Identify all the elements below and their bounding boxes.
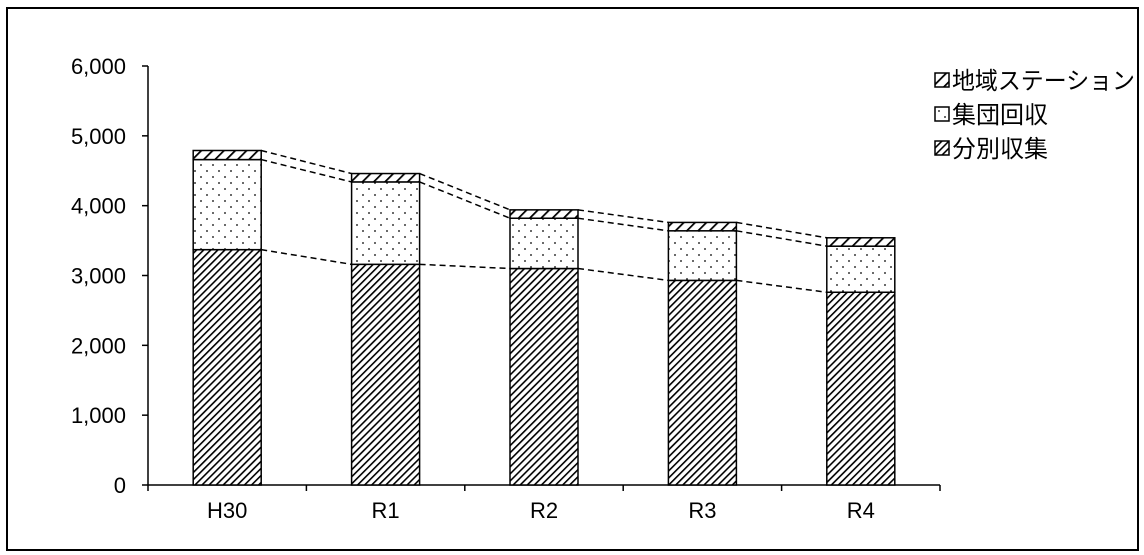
y-tick-label: 0 <box>114 473 126 498</box>
connector-line-1 <box>419 181 511 219</box>
bar-segment-H30-0 <box>192 248 262 486</box>
y-tick-label: 6,000 <box>71 54 126 79</box>
y-tick-label: 5,000 <box>71 124 126 149</box>
bar-segment-R1-2 <box>350 172 421 183</box>
bar-segment-R4-1 <box>826 245 896 294</box>
legend-swatch <box>934 106 950 122</box>
y-tick-label: 3,000 <box>71 264 126 289</box>
x-tick-label: H30 <box>207 498 247 523</box>
bar-segment-R1-1 <box>350 181 421 266</box>
bar-segment-R4-2 <box>826 237 896 247</box>
connector-line-2 <box>419 172 511 211</box>
bar-segment-R2-1 <box>509 217 579 270</box>
bar-segment-R2-2 <box>509 209 579 219</box>
bar-segment-R3-1 <box>667 230 738 282</box>
bar-segment-R3-0 <box>667 279 738 486</box>
connector-lines <box>261 149 827 294</box>
y-tick-label: 4,000 <box>71 194 126 219</box>
connector-line-2 <box>577 209 669 224</box>
bar-segment-R2-0 <box>509 267 579 486</box>
bar-segment-R3-2 <box>667 221 738 232</box>
connector-line-1 <box>736 230 827 247</box>
connector-line-0 <box>736 279 827 294</box>
legend-swatch <box>934 140 950 156</box>
connector-line-1 <box>577 217 669 232</box>
bar-segment-R4-0 <box>826 291 896 486</box>
bars <box>192 149 896 486</box>
x-tick-label: R2 <box>530 498 558 523</box>
connector-line-0 <box>261 248 352 266</box>
legend-label: 地域ステーション <box>952 68 1135 95</box>
bar-segment-H30-2 <box>192 149 262 161</box>
y-axis: 0 1,000 2,000 3,000 4,000 5,000 6,000 <box>71 54 149 498</box>
connector-line-2 <box>261 149 352 175</box>
legend-swatch <box>934 72 950 88</box>
x-tick-label: R4 <box>847 498 875 523</box>
y-tick-label: 2,000 <box>71 333 126 358</box>
legend-label: 集団回収 <box>952 102 1048 129</box>
y-tick-label: 1,000 <box>71 403 126 428</box>
connector-line-0 <box>577 267 669 282</box>
legend-label: 分別収集 <box>952 136 1048 163</box>
connector-line-0 <box>419 263 511 270</box>
bar-segment-H30-1 <box>192 158 262 251</box>
connector-line-1 <box>261 158 352 183</box>
bar-segment-R1-0 <box>350 263 421 486</box>
x-tick-label: R3 <box>688 498 716 523</box>
connector-line-2 <box>736 221 827 239</box>
x-tick-label: R1 <box>372 498 400 523</box>
